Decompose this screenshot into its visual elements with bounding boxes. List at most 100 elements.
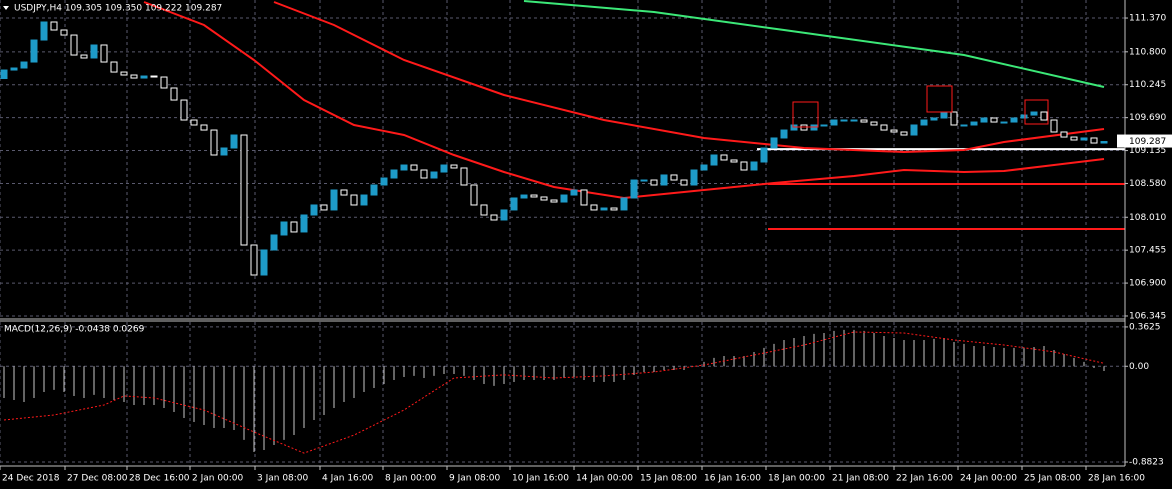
y-tick-label: 109.690: [1129, 113, 1166, 123]
y-tick-label: 107.455: [1129, 246, 1166, 256]
price-label-bg: [1117, 134, 1172, 148]
current-price: 109.287: [1129, 137, 1166, 147]
candle: [840, 119, 848, 122]
candle: [70, 34, 78, 56]
candle: [660, 174, 668, 186]
candle: [410, 164, 418, 171]
candle: [10, 67, 18, 71]
candle: [990, 117, 998, 123]
candle: [940, 111, 948, 119]
candle: [770, 137, 778, 149]
candle: [510, 197, 518, 211]
candle: [1020, 114, 1028, 119]
candle: [950, 111, 958, 126]
candle: [270, 234, 278, 251]
candle: [280, 221, 288, 236]
candle: [520, 194, 528, 199]
x-tick-label: 3 Jan 08:00: [257, 474, 309, 484]
collapse-icon[interactable]: [3, 6, 9, 10]
candle: [890, 129, 898, 133]
candle: [120, 71, 128, 76]
candle: [40, 21, 48, 41]
candle: [210, 129, 218, 156]
x-tick-label: 4 Jan 16:00: [322, 474, 374, 484]
x-tick-label: 2 Jan 00:00: [192, 474, 244, 484]
candle: [190, 119, 198, 126]
candle: [390, 169, 398, 179]
candle: [900, 131, 908, 136]
candle: [220, 147, 228, 156]
candle: [1000, 121, 1008, 124]
candle: [20, 61, 28, 69]
y-tick-label: 109.135: [1129, 146, 1166, 156]
candle: [850, 119, 858, 122]
candle: [640, 179, 648, 182]
candle: [710, 154, 718, 166]
candle: [600, 207, 608, 211]
x-tick-label: 28 Dec 16:00: [129, 474, 190, 484]
candle: [970, 121, 978, 126]
candle: [1030, 111, 1038, 116]
x-tick-label: 10 Jan 16:00: [512, 474, 569, 484]
candle: [400, 164, 408, 171]
candle: [560, 194, 568, 203]
candle: [750, 161, 758, 171]
candle: [920, 119, 928, 126]
candle: [700, 164, 708, 171]
candle: [790, 124, 798, 131]
candle: [250, 244, 258, 276]
candle: [820, 124, 828, 127]
candle: [960, 124, 968, 127]
candle: [690, 169, 698, 186]
candle: [540, 196, 548, 201]
x-tick-label: 28 Jan 16:00: [1088, 474, 1145, 484]
candle: [860, 119, 868, 123]
candle: [1060, 131, 1068, 138]
candle: [620, 197, 628, 211]
candle: [980, 117, 988, 123]
y-tick-label: 108.010: [1129, 213, 1166, 223]
candle: [200, 124, 208, 131]
y-tick-label: 111.370: [1129, 14, 1166, 24]
candle: [150, 75, 158, 78]
x-tick-label: 25 Jan 08:00: [1024, 474, 1081, 484]
candle: [1080, 137, 1088, 141]
candle: [1040, 111, 1048, 121]
candle: [360, 194, 368, 206]
grid: [0, 0, 1125, 465]
chart-title: USDJPY,H4 109.305 109.350 109.222 109.28…: [14, 4, 222, 14]
candle: [340, 189, 348, 196]
candle: [910, 124, 918, 136]
candle: [630, 179, 638, 199]
candle: [830, 119, 838, 126]
candle: [310, 204, 318, 216]
y-tick-label: 110.800: [1129, 47, 1166, 57]
candle: [550, 199, 558, 203]
candle: [740, 161, 748, 171]
candle: [1010, 117, 1018, 123]
candle: [140, 75, 148, 79]
candle: [810, 124, 818, 131]
candle: [90, 44, 98, 59]
candle: [780, 129, 788, 139]
x-tick-label: 27 Dec 08:00: [67, 474, 128, 484]
highlight-box: [792, 101, 819, 128]
candle: [880, 124, 888, 131]
candle: [730, 159, 738, 163]
candle: [440, 164, 448, 173]
candle: [800, 124, 808, 131]
candle: [240, 134, 248, 246]
candle: [320, 204, 328, 211]
candle: [380, 177, 388, 186]
candle: [230, 134, 238, 149]
candle: [580, 189, 588, 206]
candle: [460, 167, 468, 186]
x-tick-label: 24 Dec 2018: [2, 474, 60, 484]
candle: [300, 214, 308, 233]
candle: [370, 184, 378, 196]
candle: [180, 99, 188, 121]
candle: [330, 189, 338, 211]
